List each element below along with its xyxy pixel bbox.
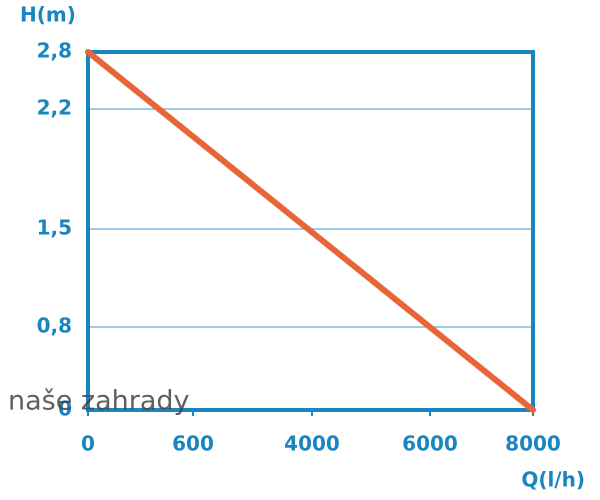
y-axis-title: H(m) bbox=[20, 3, 76, 27]
watermark: naše zahrady bbox=[8, 386, 190, 417]
x-tick-label: 4000 bbox=[284, 432, 340, 456]
x-axis-title: Q(l/h) bbox=[521, 468, 585, 492]
x-tick-label: 0 bbox=[81, 432, 95, 456]
y-tick-label: 2,8 bbox=[37, 39, 72, 63]
x-tick-label: 8000 bbox=[505, 432, 561, 456]
x-tick-label: 600 bbox=[172, 432, 214, 456]
y-tick-label: 0 bbox=[58, 397, 72, 421]
plot-frame bbox=[86, 50, 535, 412]
y-tick-label: 0,8 bbox=[37, 314, 72, 338]
series-line bbox=[85, 49, 536, 413]
x-tick-label: 6000 bbox=[402, 432, 458, 456]
y-tick-label: 1,5 bbox=[37, 216, 72, 240]
y-tick-label: 2,2 bbox=[37, 96, 72, 120]
